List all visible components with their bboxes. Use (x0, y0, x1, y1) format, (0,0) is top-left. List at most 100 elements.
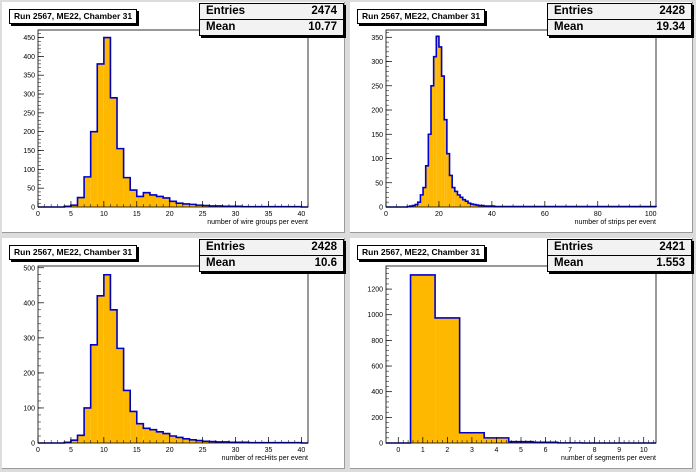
histogram-bar (460, 197, 463, 207)
histogram-bar (454, 191, 458, 207)
histogram-svg-wire-groups: 0 50 100 150 200 250 300 350 400 450 0 5 10 15 20 25 30 3… (23, 29, 309, 226)
y-tick-label: 200 (23, 370, 35, 377)
y-tick-label: 500 (23, 265, 35, 272)
histogram-bar (457, 194, 461, 207)
pad-frame (350, 2, 693, 233)
entries-label: Entries (206, 5, 245, 17)
mean-value: 10.77 (308, 21, 337, 33)
y-tick-label: 350 (23, 73, 35, 80)
y-tick-label: 100 (23, 167, 35, 174)
y-tick-label: 200 (23, 129, 35, 136)
stats-box: Entries 2421 Mean 1.553 (547, 239, 692, 272)
histogram-bar (110, 309, 118, 443)
x-tick-label: 5 (519, 447, 523, 454)
y-tick-label: 300 (23, 92, 35, 99)
histogram-bar (163, 433, 170, 443)
histogram-bar (444, 119, 447, 207)
x-tick-label: 80 (594, 211, 602, 218)
histogram-bar (130, 411, 137, 443)
mean-label: Mean (206, 257, 236, 269)
y-tick-label: 1000 (367, 312, 383, 319)
histogram-bar (70, 205, 78, 207)
y-tick-label: 0 (31, 441, 35, 448)
entries-label: Entries (554, 241, 593, 253)
x-tick-label: 20 (166, 447, 174, 454)
histogram-bar (90, 344, 98, 443)
histogram-bar (410, 274, 436, 443)
histogram-title: Run 2567, ME22, Chamber 31 (9, 9, 138, 24)
histogram-bar (176, 203, 183, 207)
y-tick-label: 400 (23, 54, 35, 61)
histogram-bar (97, 295, 104, 443)
y-tick-label: 0 (379, 441, 383, 448)
histogram-bar (117, 148, 124, 207)
histogram-bar (428, 134, 431, 207)
histogram-bar (143, 428, 150, 443)
x-tick-label: 35 (265, 447, 273, 454)
histogram-bar (189, 439, 197, 443)
y-tick-label: 450 (23, 35, 35, 42)
stats-box: Entries 2428 Mean 10.6 (199, 239, 344, 272)
stats-box: Entries 2474 Mean 10.77 (199, 3, 344, 36)
x-tick-label: 40 (298, 211, 306, 218)
histogram-bar (123, 177, 131, 207)
y-tick-label: 400 (371, 389, 383, 396)
mean-value: 1.553 (656, 257, 685, 269)
histogram-bar (123, 390, 131, 443)
y-tick-label: 100 (23, 405, 35, 412)
mean-value: 19.34 (656, 21, 685, 33)
histogram-pad-rechits: 0 100 200 300 400 500 0 5 10 15 20 25 30 35 40 number o… (0, 236, 348, 472)
histogram-bar (149, 429, 157, 443)
pad-frame (350, 238, 693, 469)
histogram-title: Run 2567, ME22, Chamber 31 (357, 245, 486, 260)
histogram-outline (38, 36, 308, 208)
x-tick-label: 25 (199, 211, 207, 218)
histogram-bar (103, 274, 111, 443)
x-axis-title: number of wire groups per event (207, 219, 308, 226)
histogram-bar (169, 435, 177, 443)
x-tick-label: 5 (69, 447, 73, 454)
histogram-bar (462, 199, 466, 207)
histogram-bar (415, 204, 418, 207)
histogram-bar (420, 194, 424, 207)
x-tick-label: 0 (36, 447, 40, 454)
plot-frame (385, 29, 657, 208)
pad-frame (2, 2, 345, 233)
x-axis-title: number of strips per event (575, 219, 656, 226)
histogram-title: Run 2567, ME22, Chamber 31 (9, 245, 138, 260)
histogram-outline (386, 35, 657, 208)
y-tick-label: 250 (371, 83, 383, 90)
histogram-bar (77, 197, 85, 207)
histogram-bar (136, 196, 144, 207)
y-tick-label: 50 (27, 186, 35, 193)
x-tick-label: 0 (396, 447, 400, 454)
entries-label: Entries (206, 241, 245, 253)
histogram-bar (441, 76, 445, 207)
histogram-bar (435, 317, 460, 443)
y-tick-label: 300 (23, 335, 35, 342)
histogram-bar (476, 205, 479, 207)
x-tick-label: 15 (133, 211, 141, 218)
y-tick-label: 200 (371, 108, 383, 115)
histogram-pad-strips: 0 50 100 150 200 250 300 350 0 20 40 60 80 100 number … (348, 0, 696, 236)
entries-label: Entries (554, 5, 593, 17)
x-tick-label: 0 (384, 211, 388, 218)
stats-box: Entries 2428 Mean 19.34 (547, 3, 692, 36)
pad-frame (2, 238, 345, 469)
entries-value: 2421 (659, 241, 685, 253)
histogram-bar (103, 37, 111, 207)
x-tick-label: 0 (36, 211, 40, 218)
x-tick-label: 6 (544, 447, 548, 454)
plot-frame (37, 29, 309, 208)
histogram-bar (182, 438, 190, 443)
x-tick-label: 2 (445, 447, 449, 454)
y-tick-label: 100 (371, 156, 383, 163)
x-axis-title: number of recHits per event (222, 455, 308, 462)
y-tick-label: 0 (379, 205, 383, 212)
histogram-pad-segments: 0 200 400 600 800 1000 1200 0 1 2 3 4 5 6 7 8 9 10 number … (348, 236, 696, 472)
histogram-bar (417, 202, 421, 207)
x-tick-label: 20 (166, 211, 174, 218)
x-tick-label: 9 (617, 447, 621, 454)
y-tick-label: 600 (371, 364, 383, 371)
